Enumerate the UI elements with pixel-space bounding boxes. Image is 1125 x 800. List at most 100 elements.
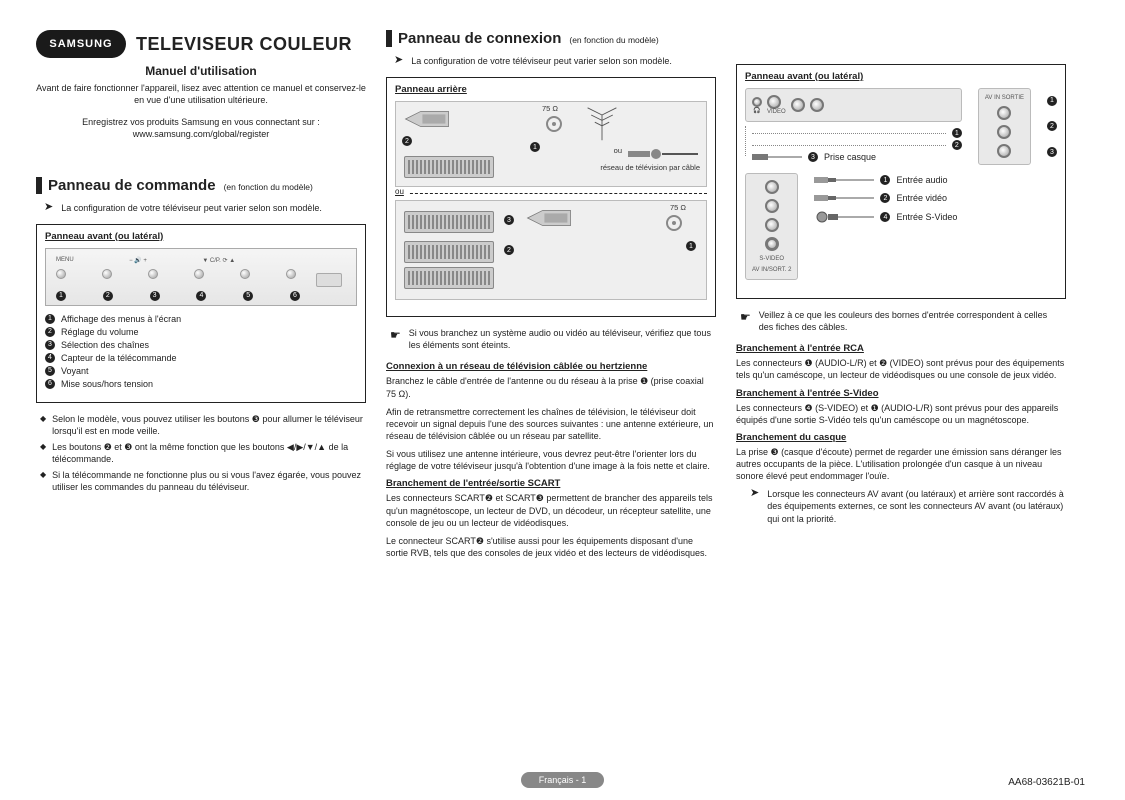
- legend-item: Sélection des chaînes: [61, 340, 149, 350]
- header: SAMSUNG TELEVISEUR COULEUR: [36, 30, 366, 58]
- callout-num-icon: 3: [45, 340, 55, 350]
- control-panel-illustration: MENU − 🔊 + ▼ C/P. ⟳ ▲ 1: [45, 248, 357, 306]
- hand-note-text: Si vous branchez un système audio ou vid…: [409, 327, 712, 351]
- ou-text: ou: [395, 187, 408, 196]
- or-separator: ou: [395, 193, 707, 194]
- control-panel-legend: 1Affichage des menus à l'écran 2Réglage …: [45, 314, 357, 389]
- knob-icon: [286, 269, 296, 279]
- control-panel-box: Panneau avant (ou latéral) MENU − 🔊 + ▼ …: [36, 224, 366, 403]
- connection-panel-heading: Panneau de connexion (en fonction du mod…: [386, 30, 716, 47]
- callout-num-icon: 4: [880, 212, 890, 222]
- illus-label-volume: − 🔊 +: [129, 257, 147, 264]
- front-hand-note: ☛ Veillez à ce que les couleurs des born…: [740, 309, 1062, 333]
- hand-note-text: Veillez à ce que les couleurs des bornes…: [759, 309, 1062, 333]
- jack-label: 🎧: [752, 107, 762, 114]
- rca-plug-icon: [814, 175, 874, 185]
- bullet-text: Les boutons ❷ et ❸ ont la même fonction …: [52, 441, 366, 465]
- page-footer: Français - 1: [0, 772, 1125, 788]
- knob-icon: [148, 269, 158, 279]
- product-title: TELEVISEUR COULEUR: [136, 34, 352, 55]
- front-diagram-top: 🎧 VIDEO 1 2 3 Prise c: [745, 88, 1057, 165]
- coax-socket-icon: [546, 116, 562, 132]
- svideo-plug-icon: [814, 211, 874, 223]
- front-diagram-bottom: S-VIDEO AV IN/SORT. 2 1 Entrée audio 2 E…: [745, 173, 1057, 280]
- control-panel-heading: Panneau de commande (en fonction du modè…: [36, 177, 366, 194]
- rear-diagram-b: 3 2 75 Ω 1: [395, 200, 707, 300]
- callout-num-icon: 4: [196, 291, 206, 301]
- callout-label: Entrée S-Video: [896, 212, 957, 222]
- register-url: www.samsung.com/global/register: [133, 129, 270, 139]
- rca-plug-icon: [814, 193, 874, 203]
- page: SAMSUNG TELEVISEUR COULEUR Manuel d'util…: [0, 0, 1125, 595]
- intro-text: Avant de faire fonctionner l'appareil, l…: [36, 82, 366, 106]
- callout-num-icon: 1: [880, 175, 890, 185]
- knob-icon: [194, 269, 204, 279]
- control-panel-bullets: ◆Selon le modèle, vous pouvez utiliser l…: [36, 413, 366, 494]
- legend-item: Voyant: [61, 366, 89, 376]
- connection-heading-text: Panneau de connexion: [398, 30, 561, 47]
- coax-label: 75 Ω: [542, 104, 558, 113]
- conn-sec1-p1: Branchez le câble d'entrée de l'antenne …: [386, 375, 716, 399]
- audio-jack-icon: [997, 106, 1011, 120]
- connection-config-note: ➤ La configuration de votre téléviseur p…: [394, 55, 716, 67]
- ou-label: ou: [614, 146, 622, 155]
- knob-icon: [56, 269, 66, 279]
- callout-num-icon: 1: [56, 291, 66, 301]
- jack-label: VIDEO: [767, 109, 786, 115]
- antenna-icon: [584, 106, 620, 142]
- callout-num-icon: 3: [1047, 147, 1057, 157]
- diamond-icon: ◆: [40, 469, 46, 493]
- bullet-text: Selon le modèle, vous pouvez utiliser le…: [52, 413, 366, 437]
- scart-socket-icon: [404, 267, 494, 289]
- front-callouts: 1 Entrée audio 2 Entrée vidéo 4 Entrée S…: [814, 173, 1057, 280]
- conn-sec1-p3: Si vous utilisez une antenne intérieure,…: [386, 448, 716, 472]
- document-number: AA68-03621B-01: [1008, 777, 1085, 788]
- callout-num-icon: 3: [150, 291, 160, 301]
- control-panel-heading-text: Panneau de commande: [48, 177, 216, 194]
- control-panel-box-title: Panneau avant (ou latéral): [45, 231, 357, 242]
- bullet-text: Si la télécommande ne fonctionne plus ou…: [52, 469, 366, 493]
- power-button-icon: [316, 273, 342, 287]
- front-sec3-title: Branchement du casque: [736, 432, 1066, 443]
- jack-cluster-vertical: AV IN SORTIE: [978, 88, 1031, 165]
- callout-num-icon: 1: [686, 241, 696, 251]
- connection-heading-note: (en fonction du modèle): [569, 35, 658, 47]
- connection-hand-note: ☛ Si vous branchez un système audio ou v…: [390, 327, 712, 351]
- scart-socket-icon: [404, 156, 494, 178]
- manual-title: Manuel d'utilisation: [36, 64, 366, 78]
- svideo-jack-icon: [765, 237, 779, 251]
- legend-item: Affichage des menus à l'écran: [61, 314, 181, 324]
- cable-plug-icon: [628, 148, 698, 160]
- callout-num-icon: 2: [103, 291, 113, 301]
- audio-r-jack-icon: [765, 199, 779, 213]
- callout-num-icon: 5: [243, 291, 253, 301]
- brand-logo: SAMSUNG: [36, 30, 126, 58]
- register-block: Enregistrez vos produits Samsung en vous…: [36, 116, 366, 140]
- arrow-icon: ➤: [44, 202, 53, 214]
- front-panel-title: Panneau avant (ou latéral): [745, 71, 1057, 82]
- callout-num-icon: 2: [402, 136, 412, 146]
- knob-icon: [102, 269, 112, 279]
- conn-sec2-p1: Les connecteurs SCART❷ et SCART❸ permett…: [386, 492, 716, 528]
- video-jack-icon: [767, 95, 781, 109]
- register-text: Enregistrez vos produits Samsung en vous…: [82, 117, 320, 127]
- hand-icon: ☛: [740, 309, 751, 333]
- scart-socket-icon: [404, 241, 494, 263]
- callout-num-icon: 1: [530, 142, 540, 152]
- video-jack-icon: [997, 144, 1011, 158]
- callout-label: Entrée vidéo: [896, 193, 947, 203]
- callout-num-icon: 2: [504, 245, 514, 255]
- column-left: SAMSUNG TELEVISEUR COULEUR Manuel d'util…: [36, 30, 366, 565]
- audio-jack-icon: [997, 125, 1011, 139]
- diamond-icon: ◆: [40, 413, 46, 437]
- callout-num-icon: 2: [1047, 121, 1057, 131]
- rear-diagram-a: 2 75 Ω 1 ou réseau de télévision par câb…: [395, 101, 707, 187]
- callout-label: Entrée audio: [896, 175, 947, 185]
- front-sec1-p: Les connecteurs ❶ (AUDIO-L/R) et ❷ (VIDE…: [736, 357, 1066, 381]
- scart-socket-icon: [404, 211, 494, 233]
- conn-sec1-title: Connexion à un réseau de télévision câbl…: [386, 361, 716, 372]
- callout-num-icon: 4: [45, 353, 55, 363]
- control-panel-config-text: La configuration de votre téléviseur peu…: [61, 202, 322, 214]
- callout-num-icon: 2: [880, 193, 890, 203]
- plug-cable-icon: [752, 152, 802, 162]
